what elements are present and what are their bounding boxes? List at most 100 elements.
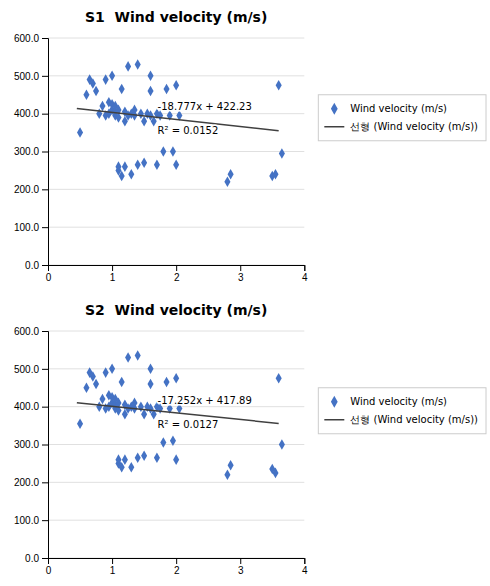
x-tick-label: 4 xyxy=(302,272,308,283)
x-tick: 1 xyxy=(110,558,116,576)
y-tick-label: 400.0 xyxy=(14,401,39,412)
y-tick-mark xyxy=(42,520,48,521)
x-tick: 2 xyxy=(174,265,180,283)
point xyxy=(115,161,121,172)
x-tick: 0 xyxy=(46,265,52,283)
y-tick-label: 100.0 xyxy=(14,222,39,233)
point xyxy=(173,454,179,465)
x-tick: 1 xyxy=(110,265,116,283)
y-tick-label: 400.0 xyxy=(14,108,39,119)
point xyxy=(164,84,170,95)
y-tick-label: 500.0 xyxy=(14,71,39,82)
x-tick-mark xyxy=(304,265,305,271)
point xyxy=(125,61,131,72)
point xyxy=(272,468,278,479)
x-tick-mark xyxy=(112,558,113,564)
point xyxy=(279,148,285,159)
y-tick-mark xyxy=(42,482,48,483)
x-axis: 01234 xyxy=(46,558,308,576)
annotation: -18.777x + 422.23 xyxy=(158,101,252,112)
y-tick: 400.0 xyxy=(14,108,48,119)
plot-area xyxy=(77,350,285,480)
x-tick-label: 3 xyxy=(238,272,244,283)
legend-label: 선형 (Wind velocity (m/s)) xyxy=(350,414,478,425)
point xyxy=(138,401,144,412)
y-tick: 600.0 xyxy=(14,326,48,337)
point xyxy=(160,146,166,157)
point xyxy=(115,454,121,465)
x-tick: 4 xyxy=(302,265,308,283)
point xyxy=(173,80,179,91)
point xyxy=(119,84,125,95)
y-tick-mark xyxy=(42,227,48,228)
point xyxy=(138,108,144,119)
y-tick-mark xyxy=(42,76,48,77)
y-tick-mark xyxy=(42,38,48,39)
grid-line xyxy=(48,368,304,369)
legend-label: Wind velocity (m/s) xyxy=(350,396,447,407)
point xyxy=(125,352,131,363)
point xyxy=(128,462,134,473)
x-tick: 3 xyxy=(238,265,244,283)
y-tick-label: 600.0 xyxy=(14,326,39,337)
point xyxy=(135,452,141,463)
x-tick-label: 1 xyxy=(110,565,116,576)
y-tick-label: 600.0 xyxy=(14,33,39,44)
point xyxy=(135,350,141,361)
x-tick-label: 4 xyxy=(302,565,308,576)
point xyxy=(119,171,125,182)
y-axis-line xyxy=(42,332,49,559)
point xyxy=(131,105,137,116)
legend-frame xyxy=(318,95,486,141)
legend-line xyxy=(324,126,344,128)
point xyxy=(99,101,105,112)
grid-line xyxy=(48,113,304,114)
y-tick-mark xyxy=(42,407,48,408)
point xyxy=(147,71,153,82)
chart: S1 Wind velocity (m/s)012340.0100.0200.0… xyxy=(0,0,490,586)
x-tick: 0 xyxy=(46,558,52,576)
y-tick-label: 300.0 xyxy=(14,439,39,450)
y-tick: 100.0 xyxy=(14,222,48,233)
point xyxy=(135,59,141,70)
point xyxy=(103,74,109,85)
point xyxy=(224,470,230,481)
annotation: R² = 0.0152 xyxy=(158,125,219,136)
x-tick-label: 0 xyxy=(46,272,52,283)
point xyxy=(141,116,147,127)
y-tick-label: 200.0 xyxy=(14,184,39,195)
x-axis-line xyxy=(49,266,305,272)
point xyxy=(109,364,115,375)
grid-line xyxy=(48,331,304,332)
point xyxy=(90,371,96,382)
x-tick-mark xyxy=(176,558,177,564)
y-tick: 100.0 xyxy=(14,515,48,526)
point xyxy=(170,146,176,157)
legend-symbol xyxy=(331,396,338,408)
grid-line xyxy=(48,406,304,407)
x-axis: 0 1 2 3 4 xyxy=(46,265,308,283)
point xyxy=(83,89,89,100)
x-tick-mark xyxy=(304,558,305,564)
point xyxy=(276,373,282,384)
y-tick: 300.0 xyxy=(14,439,48,450)
y-tick-label: 0.0 xyxy=(25,553,39,564)
y-tick: 0.0 xyxy=(25,260,48,271)
y-tick-mark xyxy=(42,114,48,115)
point xyxy=(119,377,125,388)
point xyxy=(93,379,99,390)
point xyxy=(272,169,278,180)
y-tick: 300.0 xyxy=(14,146,48,157)
x-tick-mark xyxy=(112,265,113,271)
title: S1 Wind velocity (m/s) xyxy=(85,9,267,25)
point xyxy=(147,379,153,390)
point xyxy=(160,437,166,448)
grid-line xyxy=(48,75,304,76)
point xyxy=(83,382,89,393)
x-tick-mark xyxy=(240,558,241,564)
grid-line xyxy=(48,189,304,190)
y-tick-mark xyxy=(42,445,48,446)
grid-line xyxy=(48,38,304,39)
y-tick: 200.0 xyxy=(14,477,48,488)
point xyxy=(279,439,285,450)
